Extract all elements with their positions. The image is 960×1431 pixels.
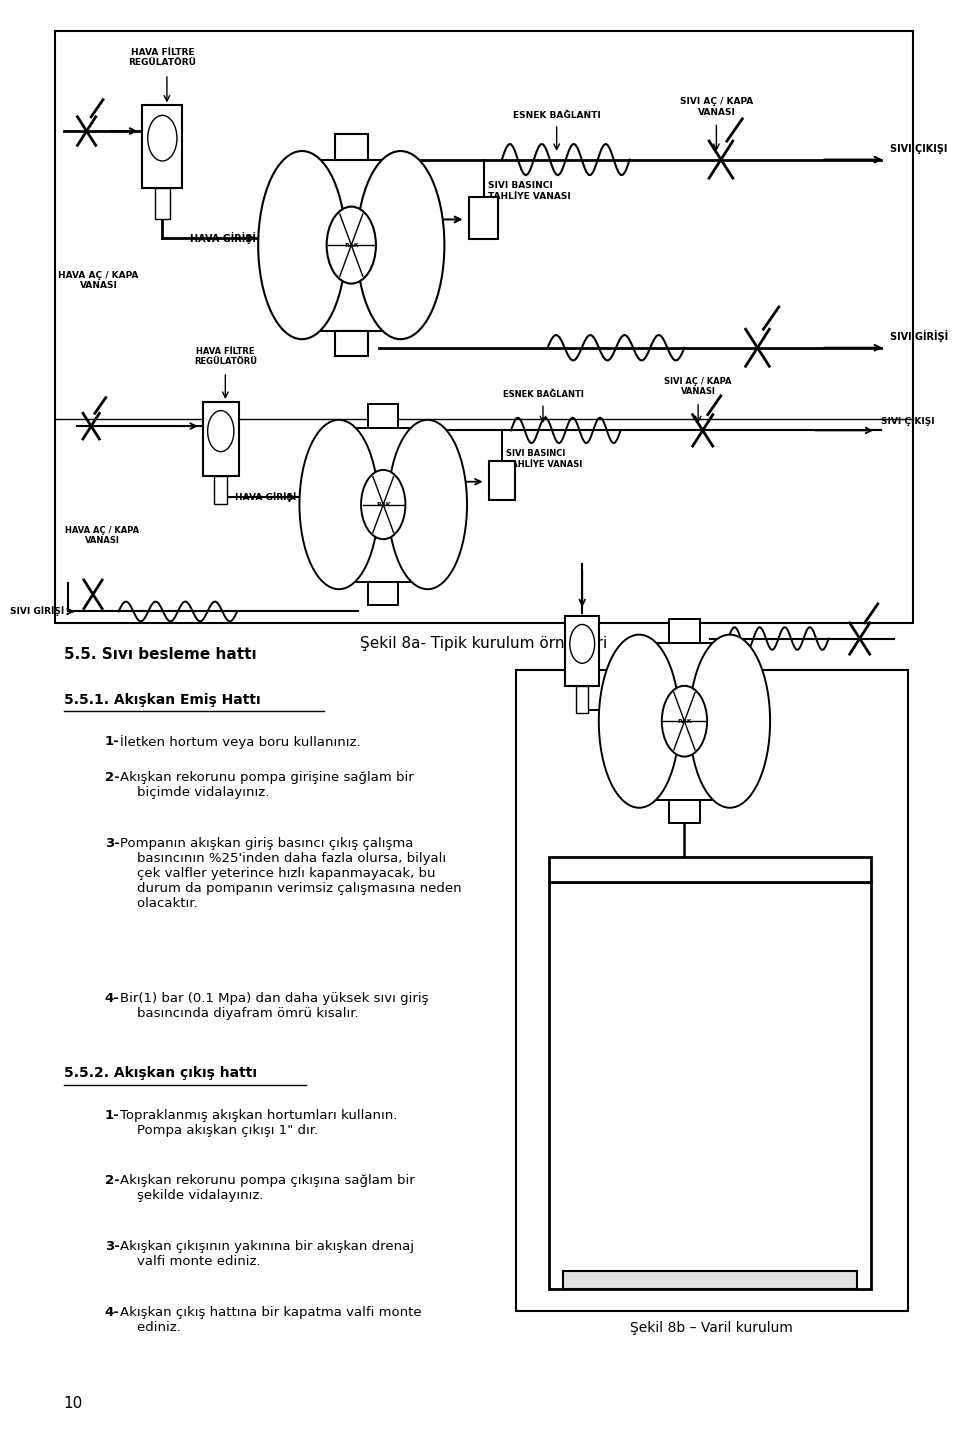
Text: Şekil 8b – Varil kurulum: Şekil 8b – Varil kurulum: [631, 1321, 793, 1335]
Bar: [214, 477, 228, 504]
Bar: [564, 1271, 857, 1288]
Text: SIVI GİRİŞİ: SIVI GİRİŞİ: [10, 607, 63, 617]
Ellipse shape: [599, 635, 680, 807]
Text: 3-: 3-: [105, 837, 120, 850]
Bar: [565, 615, 599, 687]
Bar: [356, 428, 410, 581]
Bar: [657, 643, 712, 800]
Ellipse shape: [357, 152, 444, 339]
Text: Topraklanmış akışkan hortumları kullanın.
    Pompa akışkan çıkışı 1" dır.: Topraklanmış akışkan hortumları kullanın…: [120, 1109, 397, 1136]
Text: 4-: 4-: [105, 1305, 120, 1318]
Bar: [322, 160, 381, 331]
Text: Akışkan çıkış hattına bir kapatma valfi monte
    ediniz.: Akışkan çıkış hattına bir kapatma valfi …: [120, 1305, 422, 1334]
Text: SIVI GİRİŞİ: SIVI GİRİŞİ: [890, 331, 948, 342]
Text: Akışkan rekorunu pompa çıkışına sağlam bir
    şekilde vidalayınız.: Akışkan rekorunu pompa çıkışına sağlam b…: [120, 1175, 415, 1202]
Text: 4-: 4-: [105, 992, 120, 1005]
Text: 3-: 3-: [105, 1241, 120, 1254]
Circle shape: [361, 469, 405, 539]
Text: RAK: RAK: [677, 718, 692, 724]
Bar: [549, 883, 871, 1288]
Bar: [516, 670, 908, 1311]
Ellipse shape: [689, 635, 770, 807]
Bar: [369, 581, 398, 605]
Text: HAVA GİRİŞİ: HAVA GİRİŞİ: [235, 492, 297, 502]
Text: Şekil 8a- Tipik kurulum örnekleri: Şekil 8a- Tipik kurulum örnekleri: [360, 635, 608, 651]
Text: HAVA FİLTRE
REGÜLATÖRÜ: HAVA FİLTRE REGÜLATÖRÜ: [194, 346, 257, 366]
Bar: [576, 687, 588, 713]
Text: RAK: RAK: [376, 502, 391, 507]
Bar: [335, 331, 368, 356]
Text: İletken hortum veya boru kullanınız.: İletken hortum veya boru kullanınız.: [120, 736, 361, 750]
Text: ESNEK BAĞLANTI: ESNEK BAĞLANTI: [513, 110, 601, 120]
Text: SIVI ÇIKIŞI: SIVI ÇIKIŞI: [890, 145, 948, 155]
Text: SIVI AÇ / KAPA
VANASI: SIVI AÇ / KAPA VANASI: [680, 97, 753, 117]
Text: Pompanın akışkan giriş basıncı çıkış çalışma
    basıncının %25'inden daha fazla: Pompanın akışkan giriş basıncı çıkış çal…: [120, 837, 462, 910]
Bar: [469, 196, 498, 239]
Ellipse shape: [258, 152, 346, 339]
Text: Bir(1) bar (0.1 Mpa) dan daha yüksek sıvı giriş
    basıncında diyafram ömrü kıs: Bir(1) bar (0.1 Mpa) dan daha yüksek sıv…: [120, 992, 429, 1020]
Bar: [156, 187, 170, 219]
Text: 5.5. Sıvı besleme hattı: 5.5. Sıvı besleme hattı: [63, 647, 256, 663]
Circle shape: [570, 624, 594, 663]
Text: 5.5.2. Akışkan çıkış hattı: 5.5.2. Akışkan çıkış hattı: [63, 1066, 256, 1080]
Text: 1-: 1-: [105, 736, 120, 748]
Text: HAVA FİLTRE
REGÜLATÖRÜ: HAVA FİLTRE REGÜLATÖRÜ: [129, 47, 197, 67]
Circle shape: [661, 685, 708, 757]
Bar: [335, 135, 368, 160]
Text: 10: 10: [63, 1397, 83, 1411]
Text: HAVA GİRİŞİ: HAVA GİRİŞİ: [189, 232, 255, 245]
Text: HAVA AÇ / KAPA
VANASI: HAVA AÇ / KAPA VANASI: [65, 527, 139, 545]
Bar: [549, 857, 871, 883]
Bar: [369, 405, 398, 428]
Ellipse shape: [388, 419, 467, 590]
Text: 2-: 2-: [105, 771, 120, 784]
Bar: [142, 106, 182, 187]
Bar: [669, 620, 700, 643]
Text: 2-: 2-: [105, 1175, 120, 1188]
Text: RAK: RAK: [344, 243, 359, 248]
Text: SIVI BASINCI
TAHLİYE VANASI: SIVI BASINCI TAHLİYE VANASI: [507, 449, 583, 468]
Bar: [55, 31, 913, 622]
Text: SIVI ÇIKIŞI: SIVI ÇIKIŞI: [880, 416, 934, 426]
Text: 1-: 1-: [105, 1109, 120, 1122]
Circle shape: [148, 116, 177, 162]
Text: HAVA AÇ / KAPA
VANASI: HAVA AÇ / KAPA VANASI: [59, 270, 138, 290]
Text: SIVI BASINCI
TAHLİYE VANASI: SIVI BASINCI TAHLİYE VANASI: [489, 182, 571, 200]
Text: 5.5.1. Akışkan Emiş Hattı: 5.5.1. Akışkan Emiş Hattı: [63, 693, 260, 707]
Text: SIVI AÇ / KAPA
VANASI: SIVI AÇ / KAPA VANASI: [664, 376, 732, 396]
Circle shape: [326, 206, 376, 283]
Bar: [669, 800, 700, 823]
Text: Akışkan rekorunu pompa girişine sağlam bir
    biçimde vidalayınız.: Akışkan rekorunu pompa girişine sağlam b…: [120, 771, 414, 798]
Bar: [489, 461, 516, 499]
Bar: [203, 402, 239, 477]
Text: Akışkan çıkışının yakınına bir akışkan drenaj
    valfi monte ediniz.: Akışkan çıkışının yakınına bir akışkan d…: [120, 1241, 415, 1268]
Text: ESNEK BAĞLANTI: ESNEK BAĞLANTI: [502, 391, 584, 399]
Ellipse shape: [300, 419, 378, 590]
Circle shape: [207, 411, 234, 452]
